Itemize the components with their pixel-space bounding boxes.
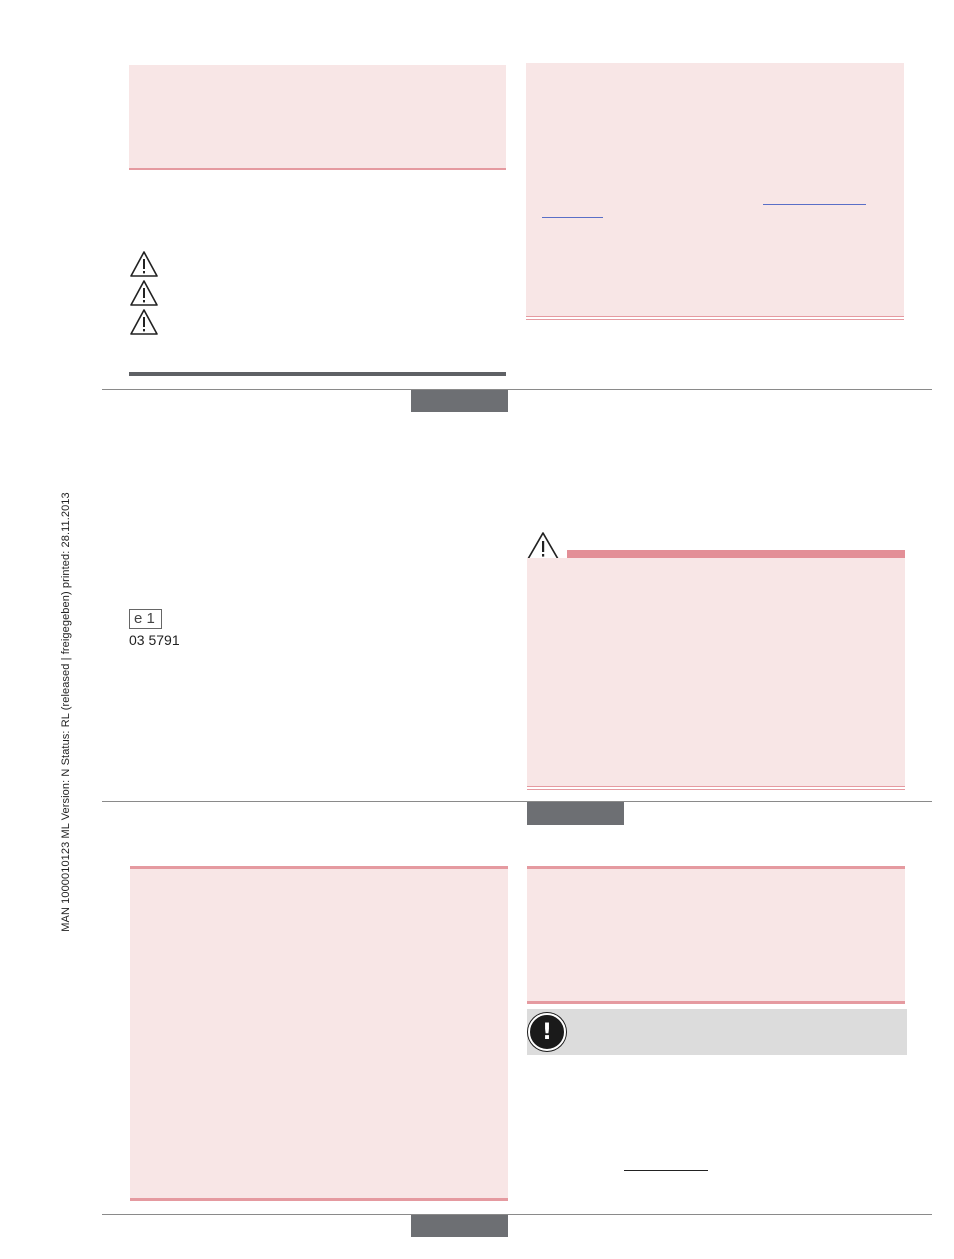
approval-mark: e 1: [129, 609, 162, 629]
section-tab: [411, 1215, 508, 1237]
section-tab: [527, 802, 624, 825]
info-box-rule: [527, 1001, 905, 1004]
warning-triangle-icon: [130, 251, 158, 277]
warning-triangle-icon: [527, 532, 559, 560]
info-box-rule: [526, 316, 904, 317]
document-info-text: MAN 1000010123 ML Version: N Status: RL …: [60, 492, 73, 932]
info-box-top-left: [129, 65, 506, 168]
info-box-bottom-left: [130, 869, 508, 1198]
info-box-rule: [130, 1198, 508, 1201]
notice-box: !: [527, 1009, 907, 1055]
warning-header-bar: [567, 550, 905, 558]
warning-box-rule: [527, 789, 905, 790]
warning-box-rule: [527, 786, 905, 787]
info-box-rule: [527, 866, 905, 869]
warning-box: [527, 558, 905, 786]
document-info-sidebar: MAN 1000010123 ML Version: N Status: RL …: [56, 472, 76, 952]
page-divider: [102, 389, 932, 390]
info-box-rule: [129, 168, 506, 170]
info-box-top-right: [526, 63, 904, 316]
page-divider: [102, 801, 932, 802]
section-tab: [411, 390, 508, 412]
approval-number: 03 5791: [129, 632, 180, 648]
hyperlink-underline[interactable]: [542, 217, 603, 218]
warning-triangle-icon: [130, 280, 158, 306]
warning-triangle-icon: [130, 309, 158, 335]
exclamation-circle-icon: !: [528, 1013, 566, 1051]
info-box-rule: [130, 866, 508, 869]
hyperlink-underline[interactable]: [624, 1170, 708, 1171]
hyperlink-underline[interactable]: [763, 204, 866, 205]
section-end-rule: [129, 372, 506, 376]
info-box-bottom-right: [527, 869, 905, 1001]
page-divider: [102, 1214, 932, 1215]
info-box-rule: [526, 319, 904, 320]
